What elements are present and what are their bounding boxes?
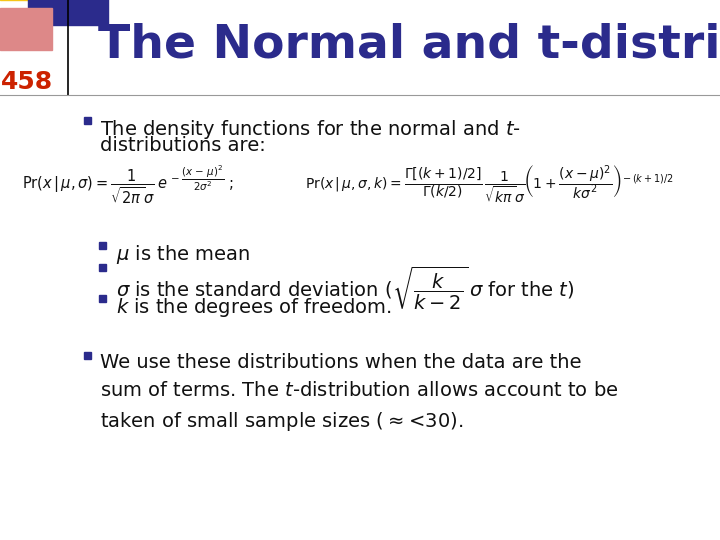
Bar bbox=[99, 241, 107, 248]
Bar bbox=[99, 264, 107, 271]
Text: $\mathrm{Pr}(x\,|\,\mu,\sigma) = \dfrac{1}{\sqrt{2\pi\,}\sigma}\,e^{\,-\dfrac{(x: $\mathrm{Pr}(x\,|\,\mu,\sigma) = \dfrac{… bbox=[22, 164, 233, 206]
Text: $\mu$ is the mean: $\mu$ is the mean bbox=[116, 243, 251, 266]
Text: $\mathit{k}$ is the degrees of freedom.: $\mathit{k}$ is the degrees of freedom. bbox=[116, 296, 392, 319]
Text: $\mathrm{Pr}(x\,|\,\mu,\sigma,k) = \dfrac{\Gamma[(k+1)/2]}{\Gamma(k/2)}\,\dfrac{: $\mathrm{Pr}(x\,|\,\mu,\sigma,k) = \dfra… bbox=[305, 164, 674, 206]
Bar bbox=[28, 0, 108, 25]
Text: The Normal and t-distributions: The Normal and t-distributions bbox=[98, 23, 720, 68]
Bar bbox=[84, 352, 91, 359]
Text: We use these distributions when the data are the
sum of terms. The $\mathit{t}$-: We use these distributions when the data… bbox=[100, 353, 618, 433]
Bar bbox=[84, 117, 91, 124]
Bar bbox=[99, 294, 107, 301]
Text: $\sigma$ is the standard deviation ($\sqrt{\dfrac{k}{k-2}}\,\sigma$ for the $\ma: $\sigma$ is the standard deviation ($\sq… bbox=[116, 265, 575, 313]
Text: distributions are:: distributions are: bbox=[100, 136, 266, 155]
Text: The density functions for the normal and $\mathit{t}$-: The density functions for the normal and… bbox=[100, 118, 521, 141]
Bar bbox=[0, 8, 52, 50]
Text: 458: 458 bbox=[1, 70, 53, 94]
